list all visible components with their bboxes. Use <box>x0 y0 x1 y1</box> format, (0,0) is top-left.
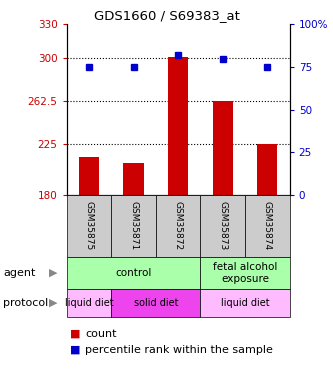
Text: fetal alcohol
exposure: fetal alcohol exposure <box>213 262 277 284</box>
Text: agent: agent <box>3 268 36 278</box>
Text: protocol: protocol <box>3 298 49 308</box>
Text: GSM35875: GSM35875 <box>84 201 94 250</box>
Text: GSM35872: GSM35872 <box>173 201 183 250</box>
Text: GSM35871: GSM35871 <box>129 201 138 250</box>
Bar <box>79 158 99 195</box>
Text: ■: ■ <box>70 329 81 339</box>
Text: GSM35874: GSM35874 <box>263 201 272 250</box>
Bar <box>257 144 277 195</box>
Text: solid diet: solid diet <box>134 298 178 308</box>
Text: GSM35873: GSM35873 <box>218 201 227 250</box>
Bar <box>213 100 233 195</box>
Text: ▶: ▶ <box>49 298 58 308</box>
Text: count: count <box>85 329 117 339</box>
Text: liquid diet: liquid diet <box>65 298 113 308</box>
Text: ▶: ▶ <box>49 268 58 278</box>
Text: control: control <box>115 268 152 278</box>
Text: percentile rank within the sample: percentile rank within the sample <box>85 345 273 355</box>
Bar <box>168 57 188 195</box>
Bar <box>124 163 144 195</box>
Text: ■: ■ <box>70 345 81 355</box>
Text: GDS1660 / S69383_at: GDS1660 / S69383_at <box>94 9 239 22</box>
Text: liquid diet: liquid diet <box>221 298 269 308</box>
